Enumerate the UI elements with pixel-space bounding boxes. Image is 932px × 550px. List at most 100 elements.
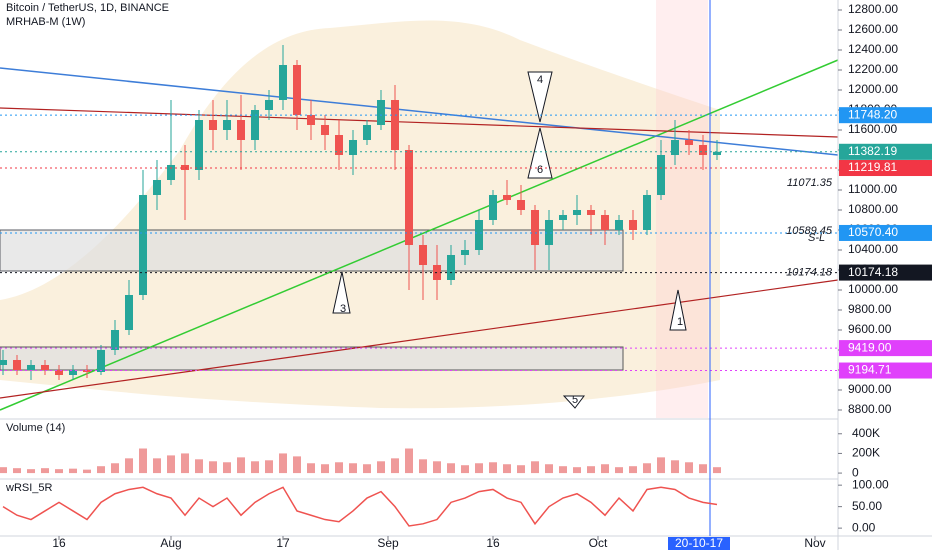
y-tick-label: 50.00 — [852, 499, 882, 513]
price-badge-label: 10174.18 — [848, 265, 898, 279]
volume-bar — [167, 455, 175, 474]
x-tick-label: Oct — [589, 536, 608, 550]
candle-body — [377, 100, 385, 125]
candle-body — [27, 365, 35, 370]
volume-bar — [391, 458, 399, 474]
volume-bar — [657, 457, 665, 474]
candle-body — [41, 365, 49, 370]
price-badge — [839, 340, 932, 357]
volume-bar — [13, 468, 21, 474]
y-tick-label: 0.00 — [852, 520, 876, 534]
y-tick-label: 12000.00 — [848, 82, 898, 96]
candle-body — [69, 370, 77, 375]
pane-title: wRSI_5R — [5, 482, 53, 494]
candle-body — [517, 200, 525, 210]
y-tick-label: 9800.00 — [848, 302, 892, 316]
candle-body — [461, 250, 469, 255]
volume-bar — [517, 465, 525, 474]
volume-bar — [461, 465, 469, 474]
candle-body — [573, 210, 581, 215]
volume-bar — [237, 457, 245, 474]
candle-body — [447, 255, 455, 280]
volume-bar — [363, 464, 371, 474]
volume-bar — [111, 463, 119, 474]
candle-body — [111, 330, 119, 350]
candle-body — [629, 220, 637, 230]
level-note: 10589.45 — [786, 225, 833, 237]
volume-bar — [0, 467, 7, 474]
candle-body — [13, 360, 21, 370]
candle-body — [125, 295, 133, 330]
callouts: 1 3 4 5 6 — [332, 71, 687, 409]
volume-bar — [69, 468, 77, 474]
volume-bar — [433, 461, 441, 474]
candle-body — [307, 115, 315, 125]
candle-body — [335, 135, 343, 155]
y-tick-label: 100.00 — [852, 477, 889, 491]
candle-body — [489, 195, 497, 220]
price-badge — [839, 143, 932, 160]
callout: 6 — [537, 164, 543, 176]
candle-body — [391, 100, 399, 150]
callout: 5 — [572, 394, 578, 406]
candle-body — [671, 140, 679, 155]
callout: 1 — [677, 316, 683, 328]
candle-body — [321, 125, 329, 135]
volume-bar — [559, 466, 567, 474]
indicator-label: MRHAB-M (1W) — [6, 16, 85, 28]
candle-body — [615, 220, 623, 230]
y-tick-label: 10400.00 — [848, 242, 898, 256]
volume-bar — [279, 453, 287, 474]
volume-bar — [643, 463, 651, 474]
volume-bar — [615, 467, 623, 474]
level-note: 11071.35 — [787, 177, 833, 189]
volume-bar — [181, 453, 189, 474]
candle-body — [181, 165, 189, 170]
candle-body — [657, 155, 665, 195]
highlight-stripe — [656, 0, 708, 418]
candle-body — [293, 65, 301, 115]
volume-bar — [377, 461, 385, 474]
candle-body — [237, 120, 245, 140]
price-badge-label: 10570.40 — [848, 225, 898, 239]
callout-shape — [332, 271, 351, 314]
level-note: 10174.18 — [786, 266, 833, 278]
candle-body — [349, 140, 357, 155]
zone-box — [0, 346, 624, 371]
candle-body — [405, 150, 413, 245]
volume-bar — [307, 463, 315, 474]
candle-body — [251, 110, 259, 140]
callout-shape — [527, 71, 553, 123]
volume-bar — [139, 448, 147, 474]
volume-bar — [153, 458, 161, 474]
volume-bar — [713, 467, 721, 474]
price-badge — [839, 362, 932, 379]
volume-bar — [293, 456, 301, 474]
volume-bar — [83, 469, 91, 474]
trendline — [0, 67, 839, 156]
candle-body — [559, 215, 567, 220]
volume-bar — [125, 458, 133, 474]
candle-body — [153, 180, 161, 195]
volume-bar — [475, 463, 483, 474]
volume-bar — [209, 461, 217, 474]
candle-body — [195, 120, 203, 170]
axis: 0 200K 400K — [838, 426, 880, 479]
volume-bar — [573, 467, 581, 474]
volume-bar — [251, 461, 259, 474]
volume-bar — [587, 466, 595, 474]
x-tick-label: Nov — [804, 536, 825, 550]
volume-bar — [321, 464, 329, 474]
y-tick-label: 12200.00 — [848, 62, 898, 76]
x-tick-label: 16 — [486, 536, 500, 550]
candle-body — [643, 195, 651, 230]
price-badge — [839, 160, 932, 177]
stop-label: S-L — [808, 232, 825, 244]
volume-bar — [223, 462, 231, 474]
volume-bar — [531, 461, 539, 474]
y-tick-label: 400K — [852, 426, 880, 440]
volume-bar — [405, 448, 413, 474]
price-badge — [839, 224, 932, 241]
candle-body — [363, 125, 371, 140]
